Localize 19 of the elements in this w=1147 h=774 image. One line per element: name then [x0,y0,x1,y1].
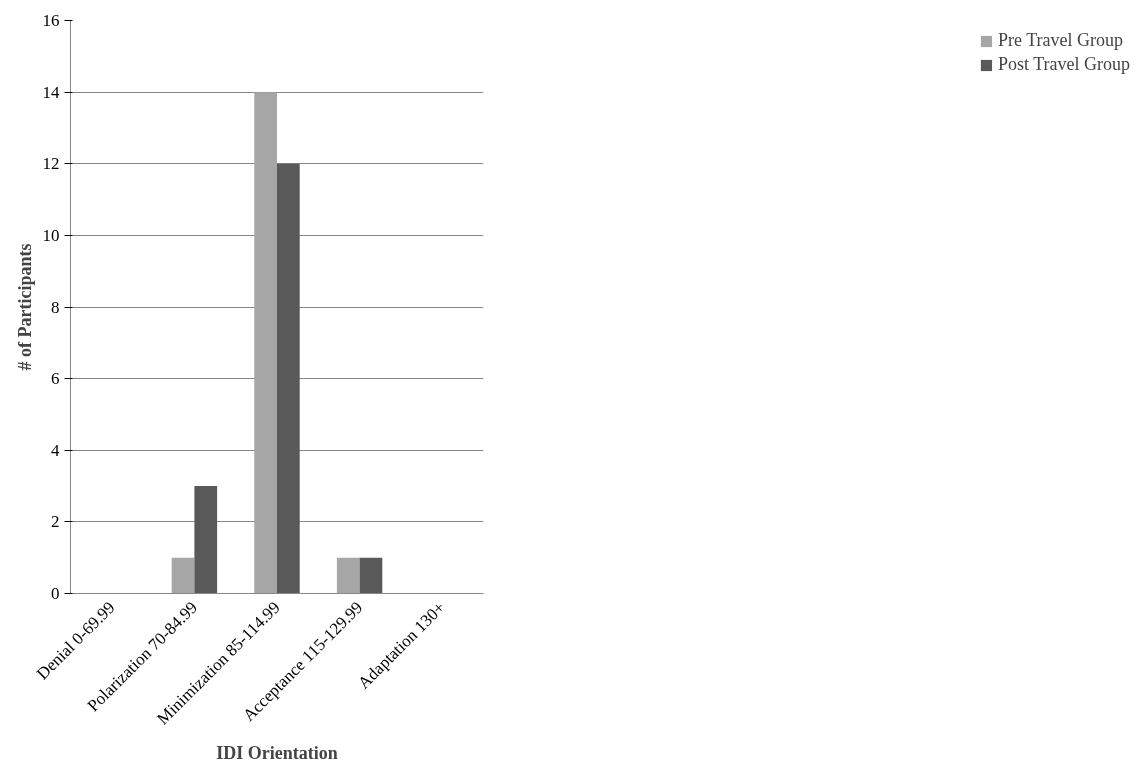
bar [171,557,195,594]
legend-label: Post Travel Group [997,54,1130,75]
bar [277,163,300,594]
y-tick-label: 6 [51,369,60,389]
y-tick-label: 12 [42,154,60,174]
y-tick-label: 16 [42,11,60,30]
x-axis-title: IDI Orientation [216,743,338,764]
y-tick-label: 8 [51,297,60,317]
y-tick-label: 14 [42,82,60,102]
y-axis-title: # of Participants [14,243,35,371]
y-tick-label: 0 [51,584,60,603]
bar [336,557,360,594]
y-tick-label: 2 [51,512,60,532]
bar [254,92,277,594]
bar [359,557,383,594]
y-tick-label: 10 [42,225,60,245]
legend-label: Pre Travel Group [997,30,1123,51]
y-tick-label: 4 [51,440,60,460]
bar [194,486,218,594]
